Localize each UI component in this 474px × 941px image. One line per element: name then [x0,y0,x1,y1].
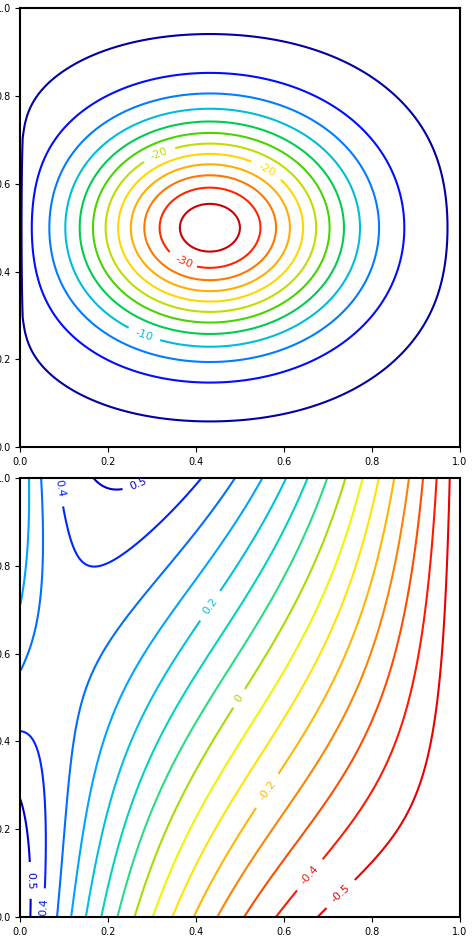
Text: -30: -30 [173,254,194,270]
Text: 0.4: 0.4 [38,898,49,916]
Text: -20: -20 [149,146,170,162]
Text: -0.2: -0.2 [257,779,278,803]
Text: -10: -10 [134,327,154,343]
Text: 0: 0 [233,693,245,704]
Text: 0.2: 0.2 [201,596,219,615]
Text: 0.5: 0.5 [25,871,36,889]
Text: -20: -20 [256,161,277,178]
Text: -0.5: -0.5 [329,883,352,905]
Text: -0.4: -0.4 [299,864,321,886]
Text: 0.5: 0.5 [128,476,148,492]
Text: 0.4: 0.4 [54,479,66,498]
